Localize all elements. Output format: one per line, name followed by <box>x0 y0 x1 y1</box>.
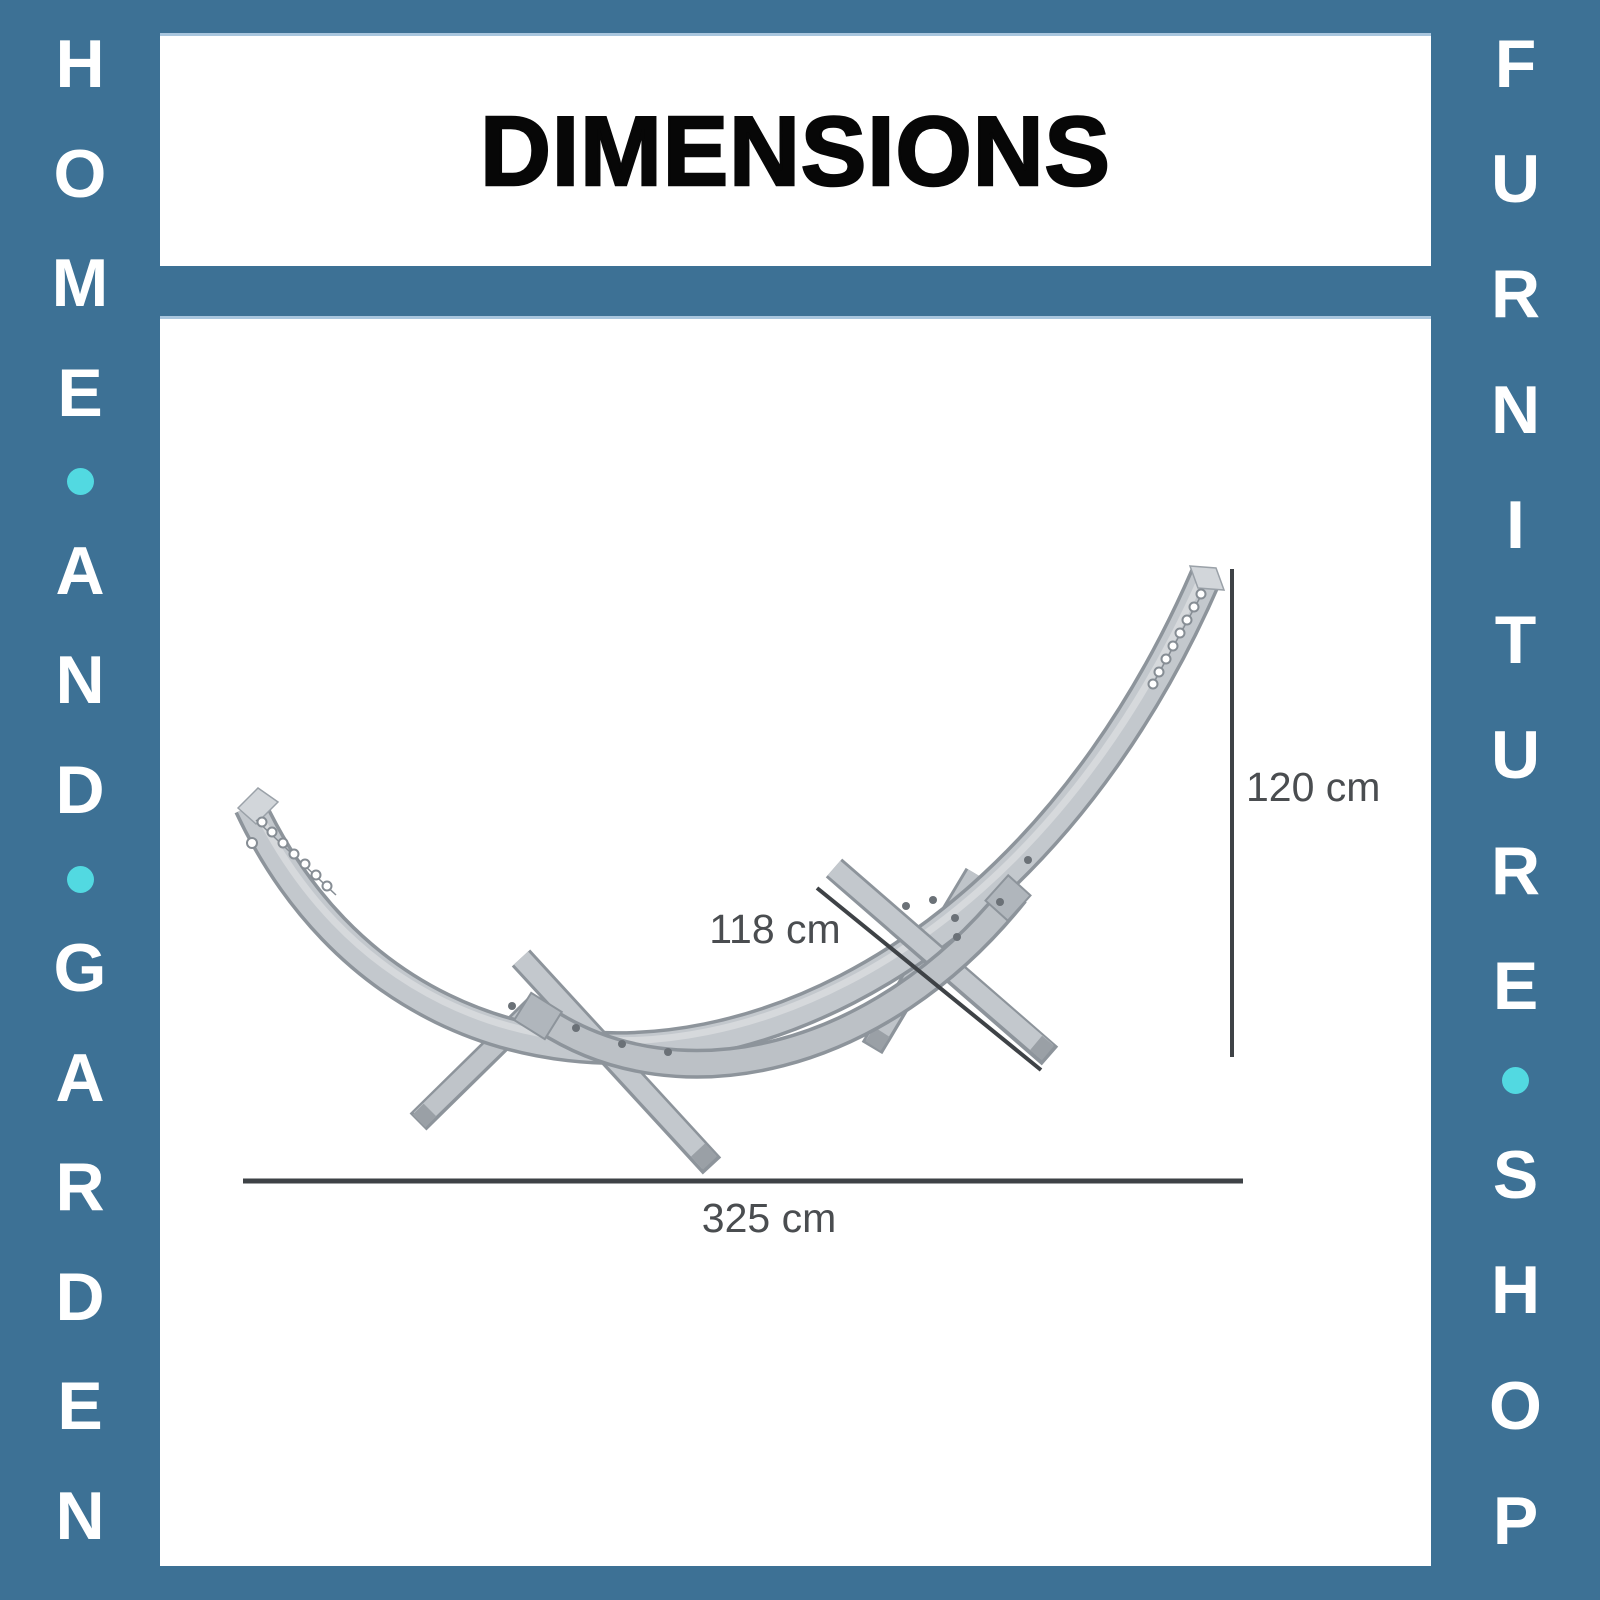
banner-letter: R <box>1490 256 1541 333</box>
banner-letter: E <box>1492 947 1539 1024</box>
banner-letter: S <box>1492 1137 1539 1214</box>
banner-letter: A <box>55 532 105 609</box>
banner-letter: U <box>1490 141 1541 218</box>
banner-letter: T <box>1494 602 1537 679</box>
banner-letter: O <box>1489 1367 1542 1444</box>
banner-letter: E <box>57 1368 103 1445</box>
banner-letter: A <box>55 1039 105 1116</box>
separator-dot-icon <box>66 468 94 496</box>
banner-letter: D <box>55 751 105 828</box>
banner-letter: N <box>1490 371 1541 448</box>
banner-letter: I <box>1506 486 1525 563</box>
banner-letter: H <box>1490 1252 1541 1329</box>
height-dimension-label: 120 cm <box>1246 764 1381 810</box>
banner-letter: N <box>55 642 105 719</box>
banner-letter: R <box>1490 832 1541 909</box>
banner-letter: R <box>55 1149 105 1226</box>
spread-dimension-label: 118 cm <box>709 906 841 952</box>
banner-letter: E <box>57 354 103 431</box>
banner-letter: H <box>55 26 105 102</box>
banner-letter: U <box>1490 717 1541 794</box>
banner-letter: O <box>53 135 107 212</box>
page-title: DIMENSIONS <box>479 94 1111 207</box>
banner-letter: D <box>55 1258 105 1335</box>
banner-letter: N <box>55 1477 105 1554</box>
banner-letter: M <box>51 245 109 322</box>
banner-letter: P <box>1492 1482 1539 1559</box>
header-box: DIMENSIONS <box>160 33 1431 266</box>
length-dimension-label: 325 cm <box>701 1195 837 1241</box>
banner-letter: G <box>53 930 107 1007</box>
banner-letter: F <box>1494 26 1537 102</box>
separator-dot-icon <box>66 865 94 893</box>
separator-dot-icon <box>1502 1066 1529 1094</box>
